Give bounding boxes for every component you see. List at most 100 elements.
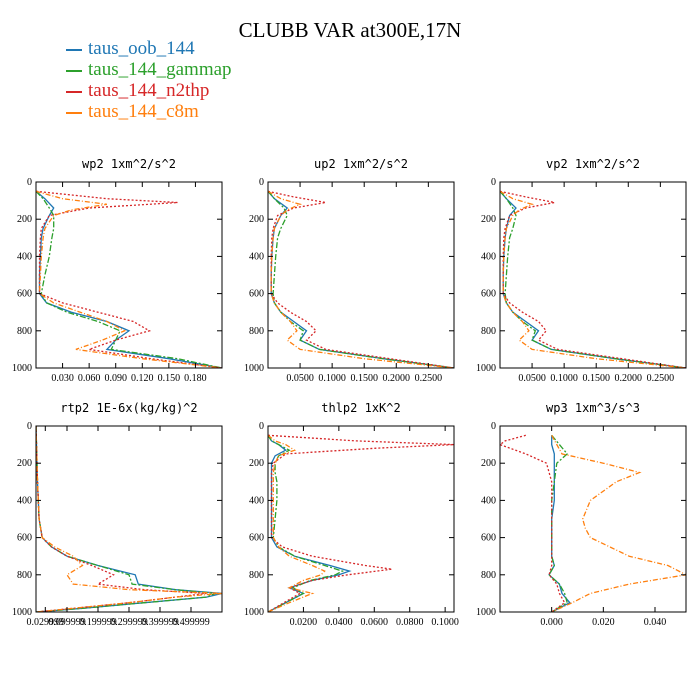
y-tick-label: 0 — [27, 177, 32, 188]
y-tick-label: 200 — [249, 214, 264, 225]
chart-title: up2 1xm^2/s^2 — [314, 157, 408, 171]
y-tick-label: 400 — [481, 251, 496, 262]
series-line — [268, 190, 454, 368]
y-tick-label: 1000 — [476, 363, 496, 374]
y-tick-label: 600 — [249, 289, 264, 300]
plot-frame — [35, 181, 223, 369]
plot-frame — [499, 181, 687, 369]
legend-swatch — [66, 111, 82, 114]
x-tick-label: 0.1000 — [550, 373, 578, 384]
series-line — [500, 190, 686, 368]
y-tick-label: 200 — [17, 214, 32, 225]
chart-title: vp2 1xm^2/s^2 — [546, 157, 640, 171]
legend-swatch — [66, 69, 82, 72]
series-line — [36, 190, 222, 368]
series-line — [548, 434, 569, 612]
series-group — [500, 434, 686, 612]
series-group — [36, 426, 222, 612]
y-tick-label: 600 — [17, 289, 32, 300]
chart-title: wp3 1xm^3/s^3 — [546, 401, 640, 415]
x-tick-label: 0.060 — [78, 373, 101, 384]
series-group — [500, 190, 686, 368]
series-line — [268, 434, 454, 612]
x-tick-label: 0.150 — [158, 373, 181, 384]
legend-swatch — [66, 48, 82, 51]
y-tick-label: 0 — [259, 177, 264, 188]
chart-panel: wp2 1xm^2/s^2 0 200 400 600 800 1000 0.030 0.060… — [12, 157, 223, 384]
legend-item: taus_144_n2thp — [66, 80, 232, 101]
plot-frame — [267, 181, 455, 369]
y-tick-label: 400 — [17, 251, 32, 262]
series-line — [36, 426, 222, 612]
legend-item: taus_144_gammap — [66, 59, 232, 80]
chart-panel: wp3 1xm^3/s^3 0 200 400 600 800 1000 0.000 0.020… — [476, 401, 687, 628]
y-tick-label: 800 — [17, 570, 32, 581]
series-line — [500, 190, 686, 368]
y-tick-label: 600 — [481, 533, 496, 544]
y-tick-label: 200 — [481, 214, 496, 225]
y-tick-label: 0 — [491, 421, 496, 432]
y-tick-label: 200 — [17, 458, 32, 469]
series-line — [500, 190, 686, 368]
series-line — [36, 190, 222, 368]
chart-panel: up2 1xm^2/s^2 0 200 400 600 800 1000 0.0500 0.10… — [244, 157, 455, 384]
x-tick-label: 0.2000 — [615, 373, 643, 384]
chart-panel: thlp2 1xK^2 0 200 400 600 800 1000 0.0200 0.0400… — [244, 401, 459, 628]
y-tick-label: 1000 — [244, 607, 264, 618]
y-tick-label: 800 — [481, 326, 496, 337]
x-tick-label: 0.1500 — [582, 373, 610, 384]
x-tick-label: 0.2500 — [415, 373, 443, 384]
y-tick-label: 800 — [481, 570, 496, 581]
y-tick-label: 800 — [17, 326, 32, 337]
x-tick-label: 0.0500 — [518, 373, 546, 384]
plot-frame — [267, 425, 455, 613]
x-tick-label: 0.180 — [184, 373, 207, 384]
y-tick-label: 400 — [249, 495, 264, 506]
y-tick-label: 400 — [249, 251, 264, 262]
y-tick-label: 400 — [481, 495, 496, 506]
series-line — [36, 190, 222, 368]
y-tick-label: 0 — [259, 421, 264, 432]
x-tick-label: 0.090 — [104, 373, 127, 384]
x-tick-label: 0.029999 — [27, 617, 65, 628]
legend-label: taus_144_gammap — [88, 59, 232, 80]
series-line — [268, 434, 345, 612]
x-tick-label: 0.0200 — [290, 617, 318, 628]
x-tick-label: 0.040 — [644, 617, 667, 628]
x-tick-label: 0.2000 — [383, 373, 411, 384]
y-tick-label: 1000 — [476, 607, 496, 618]
x-tick-label: 0.0600 — [361, 617, 389, 628]
x-tick-label: 0.1000 — [431, 617, 459, 628]
y-tick-label: 600 — [481, 289, 496, 300]
series-line — [268, 434, 326, 612]
x-tick-label: 0.0500 — [286, 373, 314, 384]
legend-item: taus_144_c8m — [66, 101, 232, 122]
series-line — [268, 190, 454, 368]
x-tick-label: 0.2500 — [647, 373, 675, 384]
chart-title: thlp2 1xK^2 — [321, 401, 400, 415]
x-tick-label: 0.399999 — [141, 617, 179, 628]
legend-label: taus_oob_144 — [88, 38, 195, 59]
y-tick-label: 600 — [17, 533, 32, 544]
series-group — [268, 190, 454, 368]
y-tick-label: 600 — [249, 533, 264, 544]
series-line — [268, 190, 454, 368]
y-tick-label: 1000 — [12, 363, 32, 374]
x-tick-label: 0.0800 — [396, 617, 424, 628]
series-line — [36, 426, 207, 612]
legend-label: taus_144_n2thp — [88, 80, 210, 101]
x-tick-label: 0.299999 — [110, 617, 148, 628]
series-line — [500, 434, 566, 612]
x-tick-label: 0.099999 — [48, 617, 86, 628]
series-line — [268, 190, 454, 368]
y-tick-label: 800 — [249, 570, 264, 581]
y-tick-label: 1000 — [244, 363, 264, 374]
x-tick-label: 0.000 — [540, 617, 563, 628]
y-tick-label: 0 — [491, 177, 496, 188]
page-title: CLUBB VAR at300E,17N — [238, 18, 462, 42]
legend-swatch — [66, 90, 82, 93]
series-line — [36, 426, 222, 612]
legend: taus_oob_144 taus_144_gammap taus_144_n2… — [66, 38, 232, 122]
plot-frame — [499, 425, 687, 613]
x-tick-label: 0.030 — [51, 373, 74, 384]
